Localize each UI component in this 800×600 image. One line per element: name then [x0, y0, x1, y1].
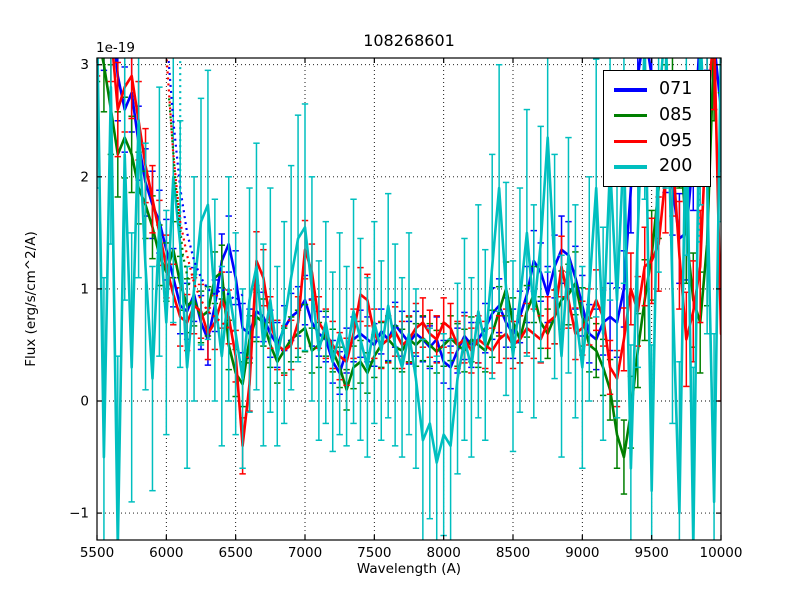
legend-label: 085: [659, 104, 693, 125]
legend-entry-085: 085: [614, 104, 700, 125]
dotted-segment-085: [168, 98, 191, 290]
legend-line-sample-200: [614, 165, 647, 169]
y-axis-offset-label: 1e-19: [96, 40, 135, 56]
axes-frame: [96, 57, 722, 541]
plot-title: 108268601: [363, 31, 455, 50]
legend-entry-200: 200: [614, 158, 700, 176]
legend-line-sample-085: [614, 113, 647, 118]
y-axis-label: Flux (erg/s/cm^2/A): [23, 231, 39, 367]
series-200: [97, 58, 721, 540]
x-tick-label: 7500: [357, 545, 391, 561]
legend: 071 085 095 200: [603, 70, 711, 187]
series-group: [97, 58, 721, 540]
legend-line-sample-071: [614, 88, 647, 92]
series-200-line: [97, 58, 721, 540]
legend-line-sample-095: [614, 139, 647, 144]
x-tick-label: 6000: [149, 545, 183, 561]
legend-label: 095: [659, 130, 693, 151]
x-tick-label: 5500: [80, 545, 114, 561]
x-axis-label: Wavelength (A): [356, 561, 462, 577]
x-tick-label: 7000: [288, 545, 322, 561]
y-tick-label: −1: [69, 506, 89, 522]
tick-marks: [96, 58, 722, 540]
x-tick-label: 8500: [496, 545, 530, 561]
y-tick-label: 0: [80, 394, 89, 410]
y-tick-label: 2: [80, 169, 89, 185]
legend-entry-095: 095: [614, 130, 700, 151]
tick-labels: 5500 6000 6500 7000 7500 8000 8500 9000 9500 1000…: [69, 57, 742, 561]
legend-label: 071: [659, 79, 693, 100]
legend-entry-071: 071: [614, 81, 700, 99]
x-tick-label: 6500: [218, 545, 252, 561]
legend-label: 200: [659, 156, 693, 177]
x-tick-label: 9000: [565, 545, 599, 561]
y-tick-label: 3: [80, 57, 89, 73]
x-tick-label: 10000: [700, 545, 743, 561]
y-tick-label: 1: [80, 281, 89, 297]
x-tick-label: 8000: [426, 545, 460, 561]
x-tick-label: 9500: [634, 545, 668, 561]
